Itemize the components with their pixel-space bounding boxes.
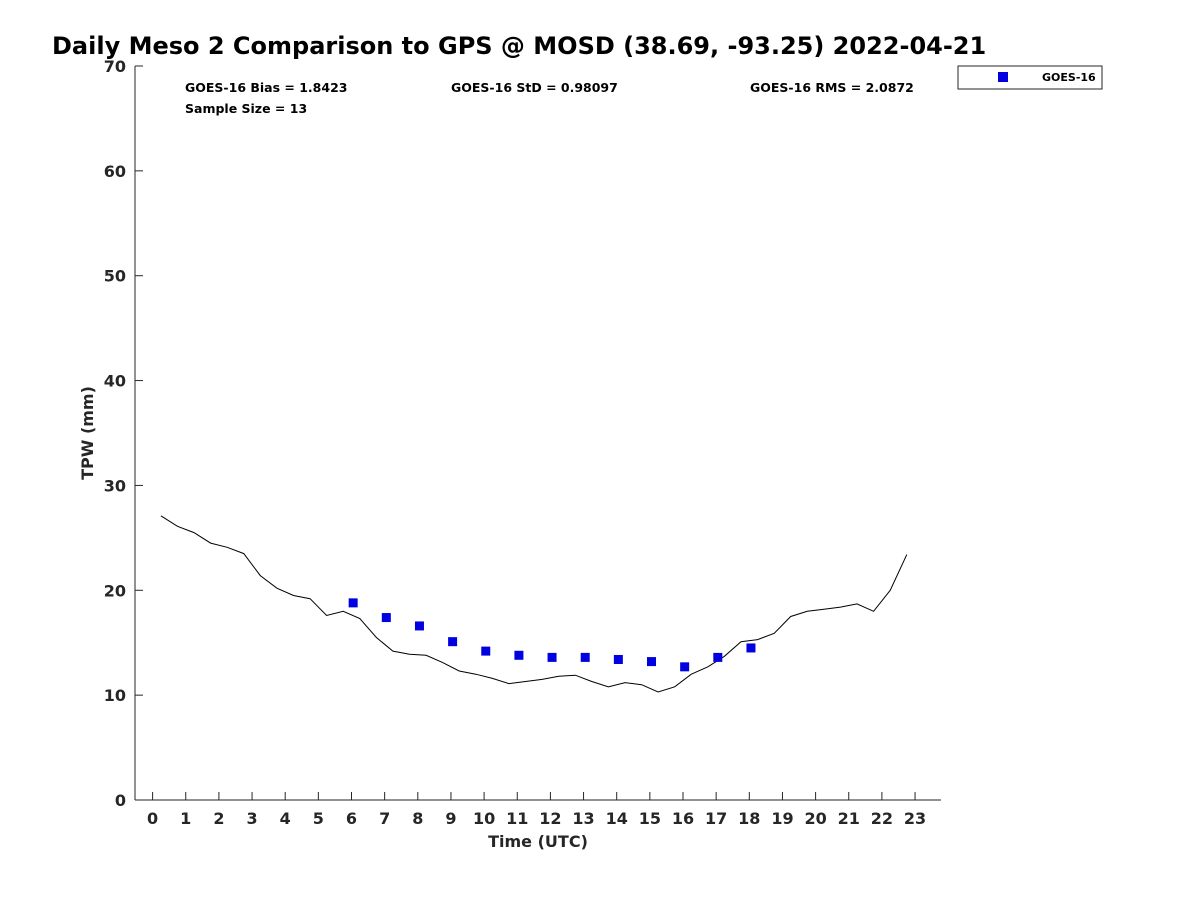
x-tick-label: 22 (871, 809, 893, 828)
x-axis-label: Time (UTC) (488, 832, 588, 851)
data-point-goes16 (348, 598, 358, 608)
series-layer (160, 515, 908, 693)
legend-label-goes16: GOES-16 (1042, 71, 1096, 84)
x-tick-label: 3 (246, 809, 257, 828)
x-ticks: 0 1 2 3 4 5 6 7 8 9 10 11 12 13 14 15 16 17 18 19 20 21 22 23 (147, 792, 926, 828)
x-tick-label: 21 (838, 809, 860, 828)
x-tick-label: 14 (606, 809, 628, 828)
data-point-goes16 (580, 652, 590, 662)
legend-box (957, 65, 1103, 90)
x-tick-label: 9 (445, 809, 456, 828)
y-tick-label: 60 (104, 162, 126, 181)
x-tick-label: 11 (506, 809, 528, 828)
data-point-goes16 (481, 646, 491, 656)
x-tick-label: 2 (213, 809, 224, 828)
x-tick-label: 0 (147, 809, 158, 828)
x-tick-label: 10 (473, 809, 495, 828)
x-tick-label: 6 (346, 809, 357, 828)
y-tick-label: 10 (104, 686, 126, 705)
stat-sample-size: Sample Size = 13 (185, 101, 307, 116)
x-tick-label: 20 (804, 809, 826, 828)
data-point-goes16 (713, 652, 723, 662)
data-point-goes16 (448, 637, 458, 647)
legend-marker-goes16 (998, 72, 1008, 82)
data-point-goes16 (381, 613, 391, 623)
series-line-gps (160, 515, 908, 693)
legend: GOES-16 (957, 65, 1103, 90)
data-point-goes16 (680, 662, 690, 672)
x-tick-label: 1 (180, 809, 191, 828)
data-point-goes16 (414, 621, 424, 631)
x-tick-label: 19 (771, 809, 793, 828)
y-tick-label: 20 (104, 581, 126, 600)
x-tick-label: 16 (672, 809, 694, 828)
chart-title: Daily Meso 2 Comparison to GPS @ MOSD (3… (52, 32, 986, 60)
x-tick-label: 15 (639, 809, 661, 828)
y-tick-label: 40 (104, 372, 126, 391)
x-tick-label: 23 (904, 809, 926, 828)
data-point-goes16 (647, 657, 657, 667)
x-tick-label: 4 (280, 809, 291, 828)
data-point-goes16 (746, 643, 756, 653)
stat-std: GOES-16 StD = 0.98097 (451, 80, 618, 95)
x-tick-label: 13 (572, 809, 594, 828)
x-tick-label: 17 (705, 809, 727, 828)
y-tick-label: 50 (104, 267, 126, 286)
y-tick-label: 0 (115, 791, 126, 810)
stat-rms: GOES-16 RMS = 2.0872 (750, 80, 914, 95)
x-tick-label: 5 (313, 809, 324, 828)
y-axis-label: TPW (mm) (78, 386, 97, 480)
x-tick-label: 12 (539, 809, 561, 828)
axes (134, 66, 941, 801)
y-tick-label: 70 (104, 57, 126, 76)
data-point-goes16 (547, 652, 557, 662)
data-point-goes16 (613, 654, 623, 664)
y-ticks: 0 10 20 30 40 50 60 70 (104, 57, 143, 810)
x-tick-label: 18 (738, 809, 760, 828)
y-tick-label: 30 (104, 476, 126, 495)
x-tick-label: 7 (379, 809, 390, 828)
data-point-goes16 (514, 650, 524, 660)
x-tick-label: 8 (412, 809, 423, 828)
stat-bias: GOES-16 Bias = 1.8423 (185, 80, 347, 95)
